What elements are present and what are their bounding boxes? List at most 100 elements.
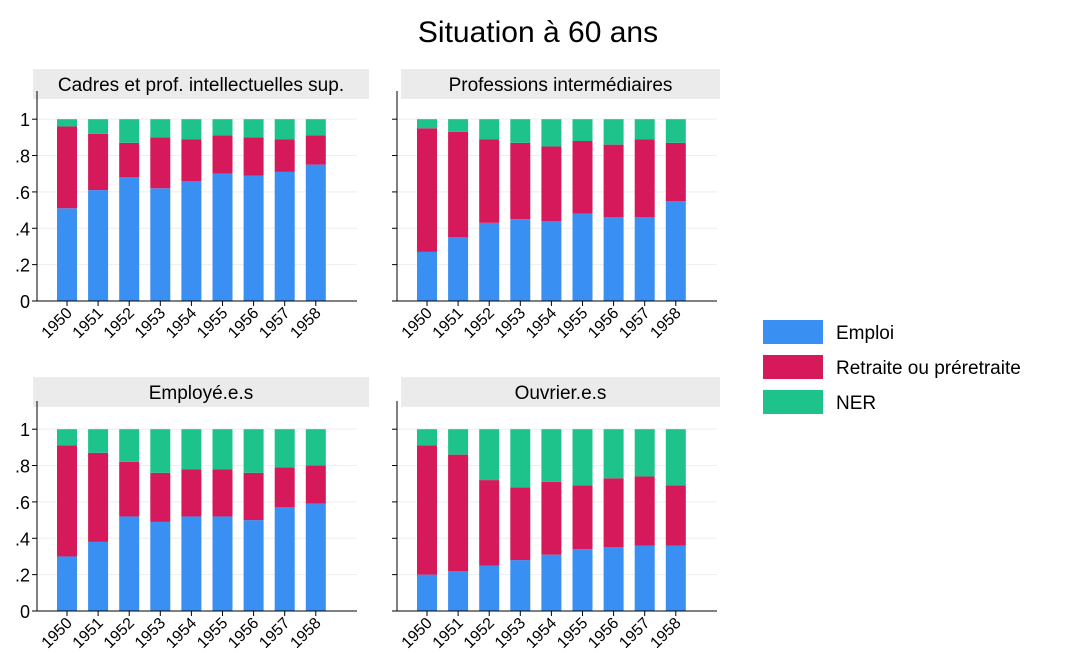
bar-segment-retraite-1953 [510,487,531,561]
bar-segment-emploi-1957 [274,171,295,301]
x-tick-label: 1951 [430,305,467,342]
x-tick-label: 1954 [523,615,560,652]
bar-segment-emploi-1954 [181,516,202,611]
bar-segment-ner-1957 [274,119,295,140]
bar-segment-retraite-1951 [448,131,469,238]
x-tick-label: 1956 [585,305,622,342]
y-tick-label: 0 [20,602,30,622]
legend: Emploi Retraite ou préretraite NER [763,320,1021,414]
bar-segment-ner-1950 [57,429,77,446]
bar-segment-emploi-1951 [448,237,469,301]
y-tick-label: 1 [20,110,30,130]
bar-segment-ner-1950 [417,119,437,129]
bar-segment-emploi-1956 [603,547,624,611]
x-tick-label: 1953 [492,305,529,342]
y-tick-label: .4 [15,529,30,549]
bar-segment-retraite-1956 [603,478,624,548]
x-tick-label: 1957 [256,305,293,342]
x-tick-label: 1952 [101,615,138,652]
y-tick-label: .6 [15,183,30,203]
bar-segment-emploi-1957 [634,217,655,301]
bar-segment-ner-1952 [119,119,140,143]
bar-segment-retraite-1955 [572,141,593,214]
bar-segment-ner-1950 [417,429,437,446]
bar-segment-ner-1950 [57,119,77,127]
bar-segment-retraite-1957 [634,139,655,218]
bar-segment-retraite-1954 [181,469,202,517]
x-tick-label: 1952 [461,305,498,342]
bar-segment-emploi-1954 [181,181,202,301]
bar-segment-emploi-1952 [479,565,500,611]
bar-segment-retraite-1958 [665,485,686,546]
bar-segment-retraite-1957 [274,467,295,508]
bar-segment-emploi-1953 [510,219,531,301]
panel-3: Employé.e.s0.2.4.6.811950195119521953195… [15,377,369,652]
bar-segment-emploi-1950 [57,208,77,301]
bar-segment-emploi-1955 [572,213,593,301]
bar-segment-ner-1951 [448,119,469,132]
bar-segment-ner-1952 [119,429,140,462]
x-tick-label: 1957 [616,615,653,652]
y-tick-label: .8 [15,457,30,477]
x-tick-label: 1955 [194,615,231,652]
bar-segment-ner-1951 [88,119,109,134]
x-tick-label: 1956 [585,615,622,652]
bar-segment-ner-1953 [150,119,171,138]
bar-segment-emploi-1956 [243,520,264,611]
bar-segment-retraite-1951 [88,133,109,191]
bar-segment-emploi-1950 [417,251,437,301]
x-tick-label: 1956 [225,305,262,342]
bar-segment-emploi-1951 [88,190,109,301]
x-tick-label: 1954 [523,305,560,342]
bar-segment-ner-1958 [305,119,326,136]
bar-segment-ner-1957 [634,429,655,477]
x-tick-label: 1952 [101,305,138,342]
bar-segment-emploi-1954 [541,554,562,611]
bar-segment-emploi-1955 [212,173,233,301]
bar-segment-ner-1954 [181,429,202,470]
bar-segment-emploi-1953 [510,560,531,611]
panel-title-strip [33,69,369,99]
panel-1: Cadres et prof. intellectuelles sup. 0 .2.… [15,69,369,342]
bar-segment-retraite-1956 [603,144,624,218]
panel-title-strip [401,69,720,99]
bar-segment-retraite-1955 [212,135,233,174]
bar-segment-retraite-1951 [88,452,109,542]
bar-segment-emploi-1952 [119,516,140,611]
bar-segment-ner-1958 [305,429,326,466]
bar-segment-ner-1956 [603,119,624,145]
x-tick-label: 1951 [430,615,467,652]
x-tick-label: 1956 [225,615,262,652]
bar-segment-emploi-1950 [57,556,77,611]
bar-segment-ner-1953 [510,429,531,488]
x-tick-label: 1953 [132,615,169,652]
bar-segment-retraite-1956 [243,472,264,521]
legend-label: NER [836,393,876,414]
bar-segment-ner-1956 [243,119,264,138]
x-tick-label: 1958 [647,305,684,342]
bar-segment-ner-1955 [212,119,233,136]
x-tick-label: 1957 [256,615,293,652]
panel-title: Ouvrier.e.s [515,383,607,404]
y-tick-label: .8 [15,147,30,167]
x-tick-label: 1958 [647,615,684,652]
x-tick-label: 1954 [163,615,200,652]
y-tick-label: .2 [15,256,30,276]
bar-segment-emploi-1956 [243,175,264,301]
legend-swatch [763,390,823,414]
legend-swatch [763,355,823,379]
x-tick-label: 1951 [70,305,107,342]
y-tick-label: 0 [20,292,30,312]
panel-title: Employé.e.s [149,383,254,404]
bar-segment-retraite-1956 [243,137,264,176]
bar-segment-retraite-1955 [212,469,233,517]
bar-segment-ner-1954 [541,119,562,147]
y-tick-label: 1 [20,420,30,440]
bar-segment-emploi-1958 [305,503,326,611]
bar-segment-ner-1954 [541,429,562,482]
bar-segment-emploi-1957 [634,545,655,611]
bar-segment-ner-1956 [243,429,264,473]
bar-segment-emploi-1952 [119,177,140,301]
bar-segment-emploi-1950 [417,574,437,611]
bar-segment-retraite-1958 [665,142,686,201]
